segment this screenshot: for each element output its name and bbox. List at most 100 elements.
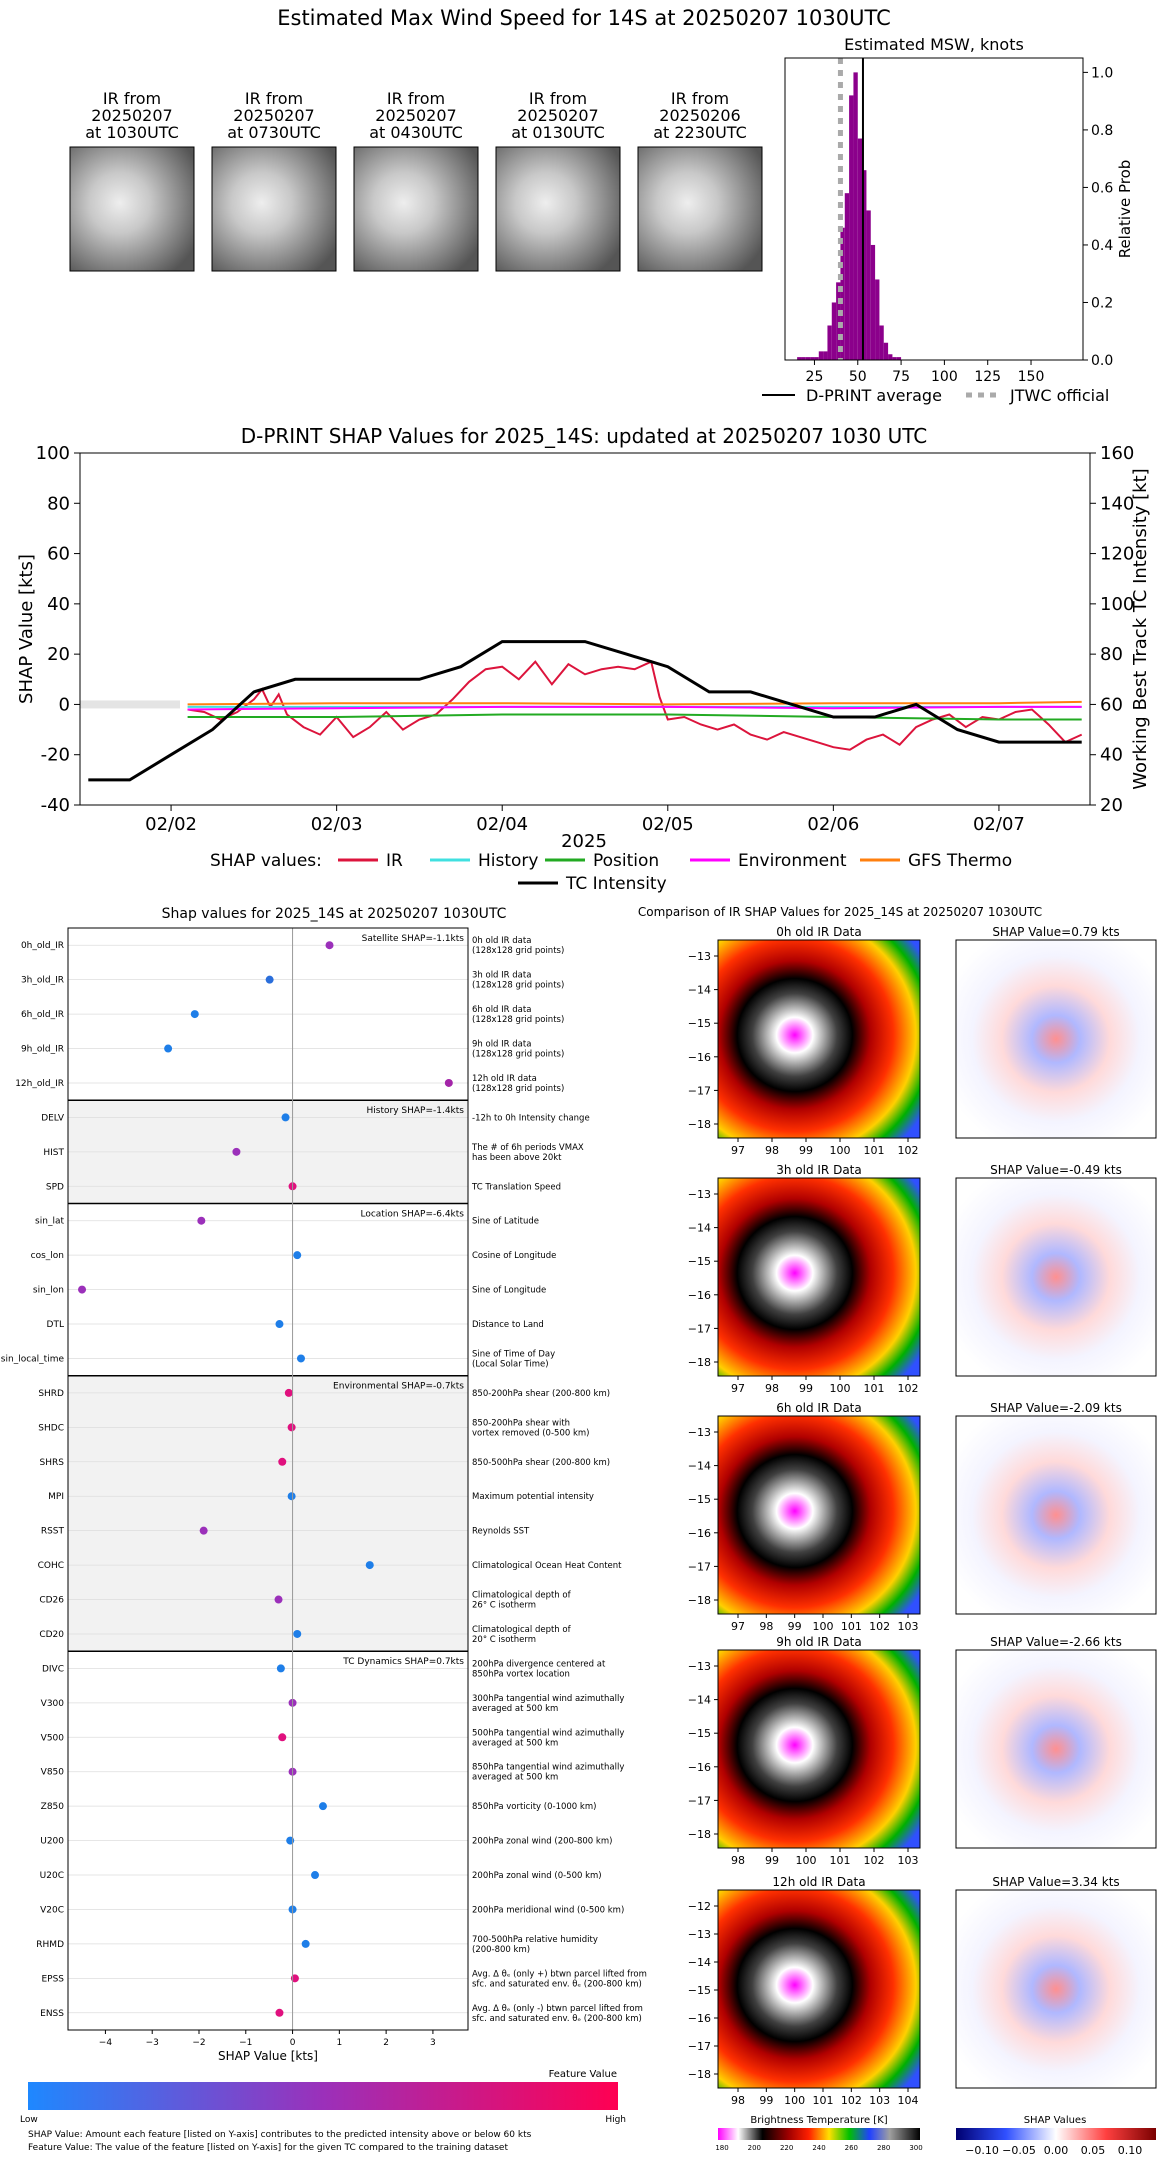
shap-tick-label: −0.10 xyxy=(965,2144,999,2157)
x-tick-label: 98 xyxy=(765,1382,779,1395)
y-tick-label: −13 xyxy=(688,1188,711,1201)
feature-description: Sine of Latitude xyxy=(472,1217,539,1227)
timeseries-title: D-PRINT SHAP Values for 2025_14S: update… xyxy=(241,424,928,448)
feature-point xyxy=(232,1147,241,1156)
timeseries-frame xyxy=(79,452,1091,806)
feature-name: DIVC xyxy=(42,1664,64,1674)
feature-name: U200 xyxy=(40,1837,64,1847)
x-tick-label: 125 xyxy=(974,369,1001,385)
histogram-bar xyxy=(853,72,858,360)
feature-point xyxy=(278,1733,287,1742)
y-tick-label: −13 xyxy=(688,950,711,963)
feature-description: 300hPa tangential wind azimuthally xyxy=(472,1694,624,1704)
group-band xyxy=(68,1375,468,1652)
thumbnail-label: 20250207 xyxy=(91,106,172,125)
group-title: Environmental SHAP=-0.7kts xyxy=(333,1382,464,1392)
x-tick-label: 25 xyxy=(806,369,824,385)
x-tick-label: 103 xyxy=(898,1854,919,1867)
feature-description: (200-800 km) xyxy=(472,1945,530,1955)
feature-description: 850-200hPa shear (200-800 km) xyxy=(472,1389,610,1399)
feature-description: 200hPa meridional wind (0-500 km) xyxy=(472,1905,624,1915)
x-tick-label: 98 xyxy=(759,1620,773,1633)
feature-shap-chart: Shap values for 2025_14S at 20250207 103… xyxy=(1,906,647,2153)
feature-name: HIST xyxy=(43,1148,64,1158)
feature-description: 500hPa tangential wind azimuthally xyxy=(472,1728,624,1738)
y-tick-label: 100 xyxy=(36,443,70,464)
x-tick-label: 100 xyxy=(931,369,958,385)
feature-description: TC Translation Speed xyxy=(471,1182,561,1192)
feature-name: sin_lon xyxy=(33,1286,64,1296)
y-tick-label: 0.8 xyxy=(1091,123,1113,139)
ir-panel-title: 9h old IR Data xyxy=(776,1635,862,1649)
thumbnail-label: at 0730UTC xyxy=(227,123,321,142)
y-right-tick-label: 40 xyxy=(1100,745,1123,766)
feature-name: V20C xyxy=(40,1905,64,1915)
bt-tick-label: 240 xyxy=(812,2144,825,2152)
y-right-tick-label: 140 xyxy=(1100,493,1134,514)
y-axis-label: SHAP Value [kts] xyxy=(16,554,37,704)
y-tick-label: −14 xyxy=(688,1956,711,1969)
x-tick-label: 99 xyxy=(759,2094,773,2107)
y-tick-label: 80 xyxy=(47,493,70,514)
feature-description: (128x128 grid points) xyxy=(472,1084,564,1094)
x-tick-label: 100 xyxy=(830,1382,851,1395)
feature-name: RSST xyxy=(41,1527,65,1537)
legend-label: History xyxy=(478,851,538,871)
feature-value-colorbar xyxy=(28,2082,618,2110)
y-tick-label: −15 xyxy=(688,1493,711,1506)
thumbnail-label: IR from xyxy=(387,89,445,108)
colorbar-low-label: Low xyxy=(20,2115,38,2125)
ir-panel-image xyxy=(717,939,921,1139)
feature-description: (128x128 grid points) xyxy=(472,981,564,991)
ir-panel-title: 6h old IR Data xyxy=(776,1401,862,1415)
y-tick-label: −17 xyxy=(688,2040,711,2053)
shap-timeseries-chart: D-PRINT SHAP Values for 2025_14S: update… xyxy=(16,424,1151,894)
thumbnail-label: at 0130UTC xyxy=(511,123,605,142)
feature-point xyxy=(164,1044,173,1053)
x-tick-label: 104 xyxy=(898,2094,919,2107)
y-right-tick-label: 160 xyxy=(1100,443,1134,464)
x-tick-label: 99 xyxy=(765,1854,779,1867)
ir-panel-title: 12h old IR Data xyxy=(772,1875,865,1889)
x-tick-label: 2 xyxy=(383,2038,389,2048)
feature-chart-title: Shap values for 2025_14S at 20250207 103… xyxy=(162,906,507,922)
feature-description: 6h old IR data xyxy=(472,1005,531,1015)
x-tick-label: −4 xyxy=(99,2038,113,2048)
y-tick-label: −12 xyxy=(688,1900,711,1913)
shap-panel-image xyxy=(955,1889,1157,2089)
feature-name: SHRS xyxy=(40,1458,65,1468)
thumbnail-label: at 2230UTC xyxy=(653,123,747,142)
y-right-tick-label: 20 xyxy=(1100,795,1123,816)
comparison-title: Comparison of IR SHAP Values for 2025_14… xyxy=(638,905,1042,919)
shap-colorbar-label: SHAP Values xyxy=(1024,2115,1087,2126)
y-tick-label: −18 xyxy=(688,1356,711,1369)
y-tick-label: −15 xyxy=(688,1017,711,1030)
thumbnail-label: 20250206 xyxy=(659,106,740,125)
x-tick-label: 02/04 xyxy=(476,814,528,835)
y-tick-label: −16 xyxy=(688,1527,711,1540)
feature-name: sin_local_time xyxy=(1,1354,65,1364)
feature-point xyxy=(284,1388,293,1397)
feature-point xyxy=(275,2008,284,2017)
histogram-bar xyxy=(831,302,837,360)
feature-point xyxy=(293,1629,302,1638)
y-tick-label: 1.0 xyxy=(1091,65,1113,81)
histogram-bar xyxy=(870,244,876,360)
feature-point xyxy=(275,1320,284,1329)
thumbnail-3: IR from 20250207 at 0430UTC xyxy=(353,89,479,272)
y-tick-label: −18 xyxy=(688,1118,711,1131)
feature-description: The # of 6h periods VMAX xyxy=(471,1143,584,1153)
feature-name: Z850 xyxy=(41,1802,65,1812)
feature-name: 3h_old_IR xyxy=(21,976,64,986)
x-tick-label: 102 xyxy=(898,1382,919,1395)
ir-thumbnail-image xyxy=(637,146,763,272)
feature-point xyxy=(190,1010,199,1019)
footnote: Feature Value: The value of the feature … xyxy=(28,2143,508,2153)
feature-description: Sine of Longitude xyxy=(472,1286,546,1296)
feature-point xyxy=(293,1251,302,1260)
y-tick-label: −14 xyxy=(688,1222,711,1235)
shap-panel-image xyxy=(955,939,1157,1139)
x-tick-label: −2 xyxy=(192,2038,205,2048)
feature-description: 200hPa zonal wind (200-800 km) xyxy=(472,1837,612,1847)
feature-description: 0h old IR data xyxy=(472,936,531,946)
